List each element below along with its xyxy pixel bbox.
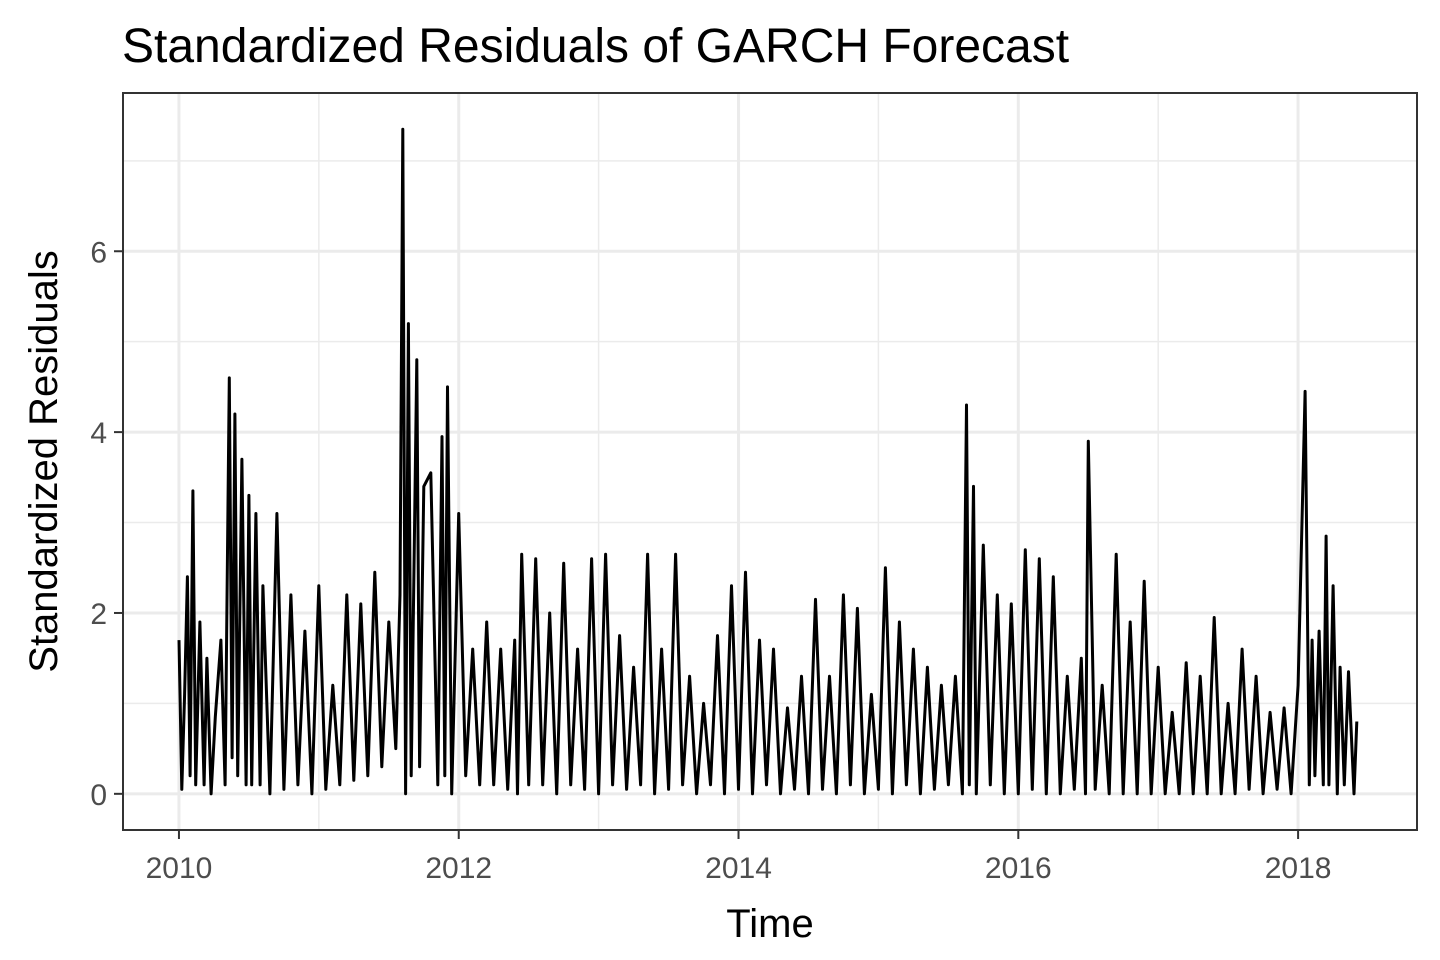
- x-tick-label: 2010: [146, 852, 213, 885]
- axis-ticks: 2010 2012 2014 2016 2018 0 2 4 6: [90, 236, 1331, 885]
- x-tick-label: 2014: [705, 852, 772, 885]
- x-tick-label: 2018: [1265, 852, 1332, 885]
- chart-title: Standardized Residuals of GARCH Forecast: [122, 20, 1069, 73]
- y-axis-title: Standardized Residuals: [22, 250, 66, 672]
- x-tick-label: 2016: [985, 852, 1052, 885]
- y-tick-label: 2: [90, 598, 107, 631]
- panel-border: [122, 92, 1418, 831]
- y-tick-label: 0: [90, 779, 107, 812]
- y-tick-label: 4: [90, 417, 107, 450]
- x-axis-title: Time: [726, 902, 813, 946]
- residuals-series-line: [177, 127, 1359, 796]
- y-tick-label: 6: [90, 236, 107, 269]
- series-layer: [177, 127, 1359, 796]
- x-tick-label: 2012: [425, 852, 492, 885]
